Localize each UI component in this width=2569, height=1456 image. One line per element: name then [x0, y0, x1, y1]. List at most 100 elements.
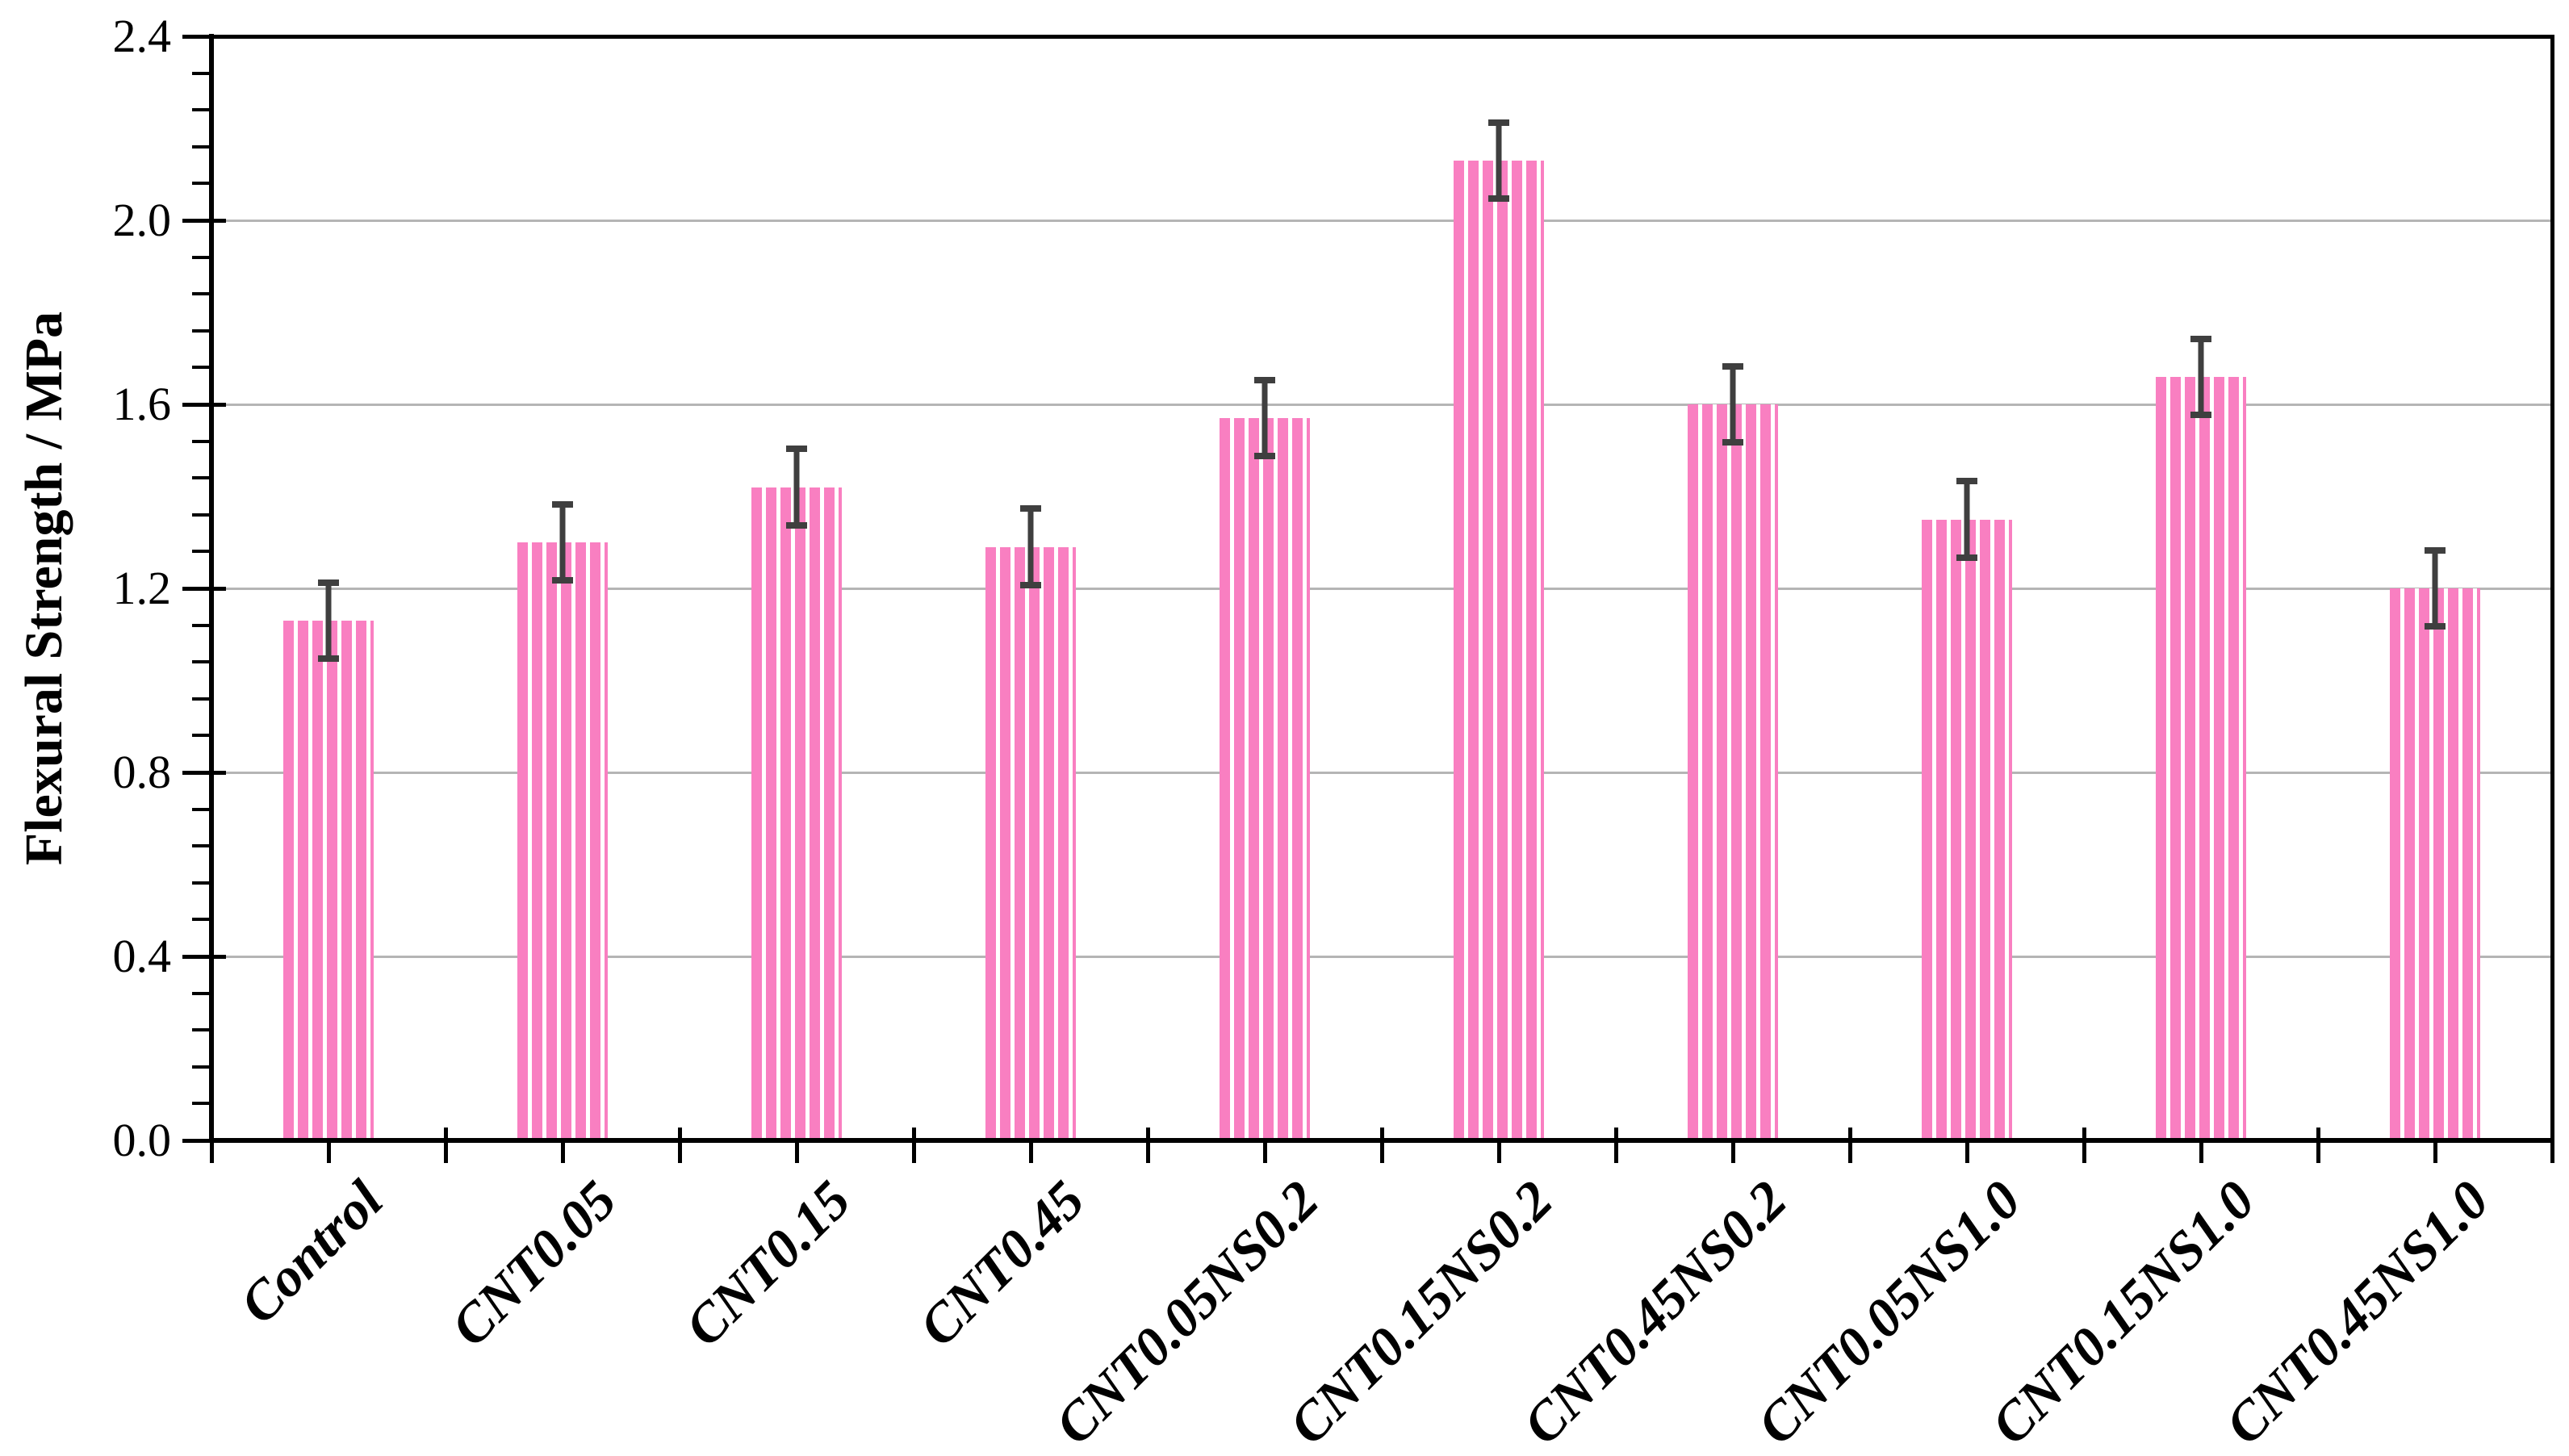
error-bar-cap-bottom [786, 521, 807, 529]
error-bar-cap-top [1956, 478, 1977, 485]
error-bar-stem [1964, 478, 1970, 561]
error-bar-cap-bottom [1254, 453, 1275, 460]
x-tick-label: CNT0.15 [672, 1169, 862, 1358]
error-bar-cap-top [2190, 335, 2211, 342]
error-bar-stem [2432, 546, 2438, 630]
bar [985, 546, 1076, 1140]
error-bar [552, 500, 573, 584]
error-bar-cap-bottom [1488, 195, 1509, 203]
y-major-tick [182, 402, 226, 407]
x-boundary-tick [1847, 1128, 1852, 1163]
error-bar-cap-top [2425, 546, 2446, 554]
error-bar-cap-top [1020, 505, 1041, 513]
gridline [211, 219, 2552, 222]
y-minor-tick [192, 550, 211, 554]
x-boundary-tick [2550, 1128, 2554, 1163]
plot-area [211, 36, 2552, 1140]
x-boundary-tick [209, 1128, 214, 1163]
x-boundary-tick [1613, 1128, 1618, 1163]
y-minor-tick [192, 513, 211, 517]
error-bar-cap-bottom [2425, 623, 2446, 630]
error-bar [1488, 119, 1509, 203]
gridline [211, 771, 2552, 774]
gridline [211, 403, 2552, 406]
error-bar [318, 579, 339, 663]
plot-right-border [2550, 35, 2554, 1142]
bar [2390, 588, 2480, 1140]
y-minor-tick [192, 1102, 211, 1106]
bar [2156, 376, 2246, 1140]
y-minor-tick [192, 1028, 211, 1032]
error-bar-stem [1027, 505, 1034, 588]
x-center-tick [1496, 1140, 1501, 1163]
y-minor-tick [192, 1065, 211, 1069]
error-bar-stem [1261, 376, 1268, 460]
x-center-tick [326, 1140, 331, 1163]
y-minor-tick [192, 660, 211, 664]
error-bar-stem [1730, 362, 1736, 446]
y-tick-label: 1.6 [112, 378, 172, 430]
y-major-tick [182, 586, 226, 591]
error-bar-stem [2198, 335, 2204, 419]
y-tick-label: 2.0 [112, 194, 172, 246]
y-tick-label: 1.2 [112, 562, 172, 614]
y-minor-tick [192, 255, 211, 259]
bar [1922, 519, 2012, 1140]
x-boundary-tick [911, 1128, 916, 1163]
x-center-tick [1730, 1140, 1735, 1163]
error-bar-cap-top [1254, 376, 1275, 383]
error-bar [1722, 362, 1743, 446]
y-minor-tick [192, 182, 211, 186]
x-tick-label: CNT0.05 [438, 1169, 628, 1358]
y-tick-label: 0.4 [112, 930, 172, 982]
y-minor-tick [192, 697, 211, 701]
y-minor-tick [192, 991, 211, 995]
y-tick-label: 2.4 [112, 10, 172, 62]
error-bar-cap-bottom [318, 655, 339, 663]
x-center-tick [1262, 1140, 1267, 1163]
x-center-tick [794, 1140, 799, 1163]
error-bar-cap-top [786, 446, 807, 453]
error-bar [2425, 546, 2446, 630]
x-boundary-tick [2316, 1128, 2320, 1163]
y-minor-tick [192, 623, 211, 627]
error-bar-stem [1496, 119, 1502, 203]
bar [751, 487, 842, 1140]
error-bar [1956, 478, 1977, 561]
bar [517, 542, 608, 1140]
bar [283, 620, 374, 1140]
error-bar-stem [325, 579, 332, 663]
y-minor-tick [192, 292, 211, 296]
y-minor-tick [192, 144, 211, 149]
y-minor-tick [192, 807, 211, 811]
error-bar [1020, 505, 1041, 588]
x-tick-label: CNT0.45 [906, 1169, 1096, 1358]
y-minor-tick [192, 71, 211, 75]
y-major-tick [182, 218, 226, 223]
gridline [211, 587, 2552, 590]
x-boundary-tick [2082, 1128, 2086, 1163]
y-major-tick [182, 1138, 226, 1143]
y-minor-tick [192, 476, 211, 480]
x-tick-label: Control [227, 1169, 394, 1336]
y-minor-tick [192, 918, 211, 922]
gridline [211, 955, 2552, 958]
error-bar-cap-bottom [1020, 581, 1041, 588]
error-bar-stem [793, 446, 800, 529]
error-bar-cap-bottom [1956, 554, 1977, 561]
bar [1688, 404, 1778, 1140]
x-center-tick [1964, 1140, 1969, 1163]
bar [1454, 160, 1544, 1140]
y-minor-tick [192, 439, 211, 443]
error-bar-stem [559, 500, 566, 584]
plot-top-border [209, 35, 2554, 39]
x-center-tick [2199, 1140, 2203, 1163]
error-bar-cap-top [1488, 119, 1509, 126]
y-minor-tick [192, 734, 211, 738]
error-bar-cap-bottom [1722, 439, 1743, 446]
error-bar [2190, 335, 2211, 419]
error-bar-cap-top [318, 579, 339, 586]
y-tick-label: 0.0 [112, 1114, 172, 1166]
y-major-tick [182, 34, 226, 39]
x-boundary-tick [1379, 1128, 1384, 1163]
